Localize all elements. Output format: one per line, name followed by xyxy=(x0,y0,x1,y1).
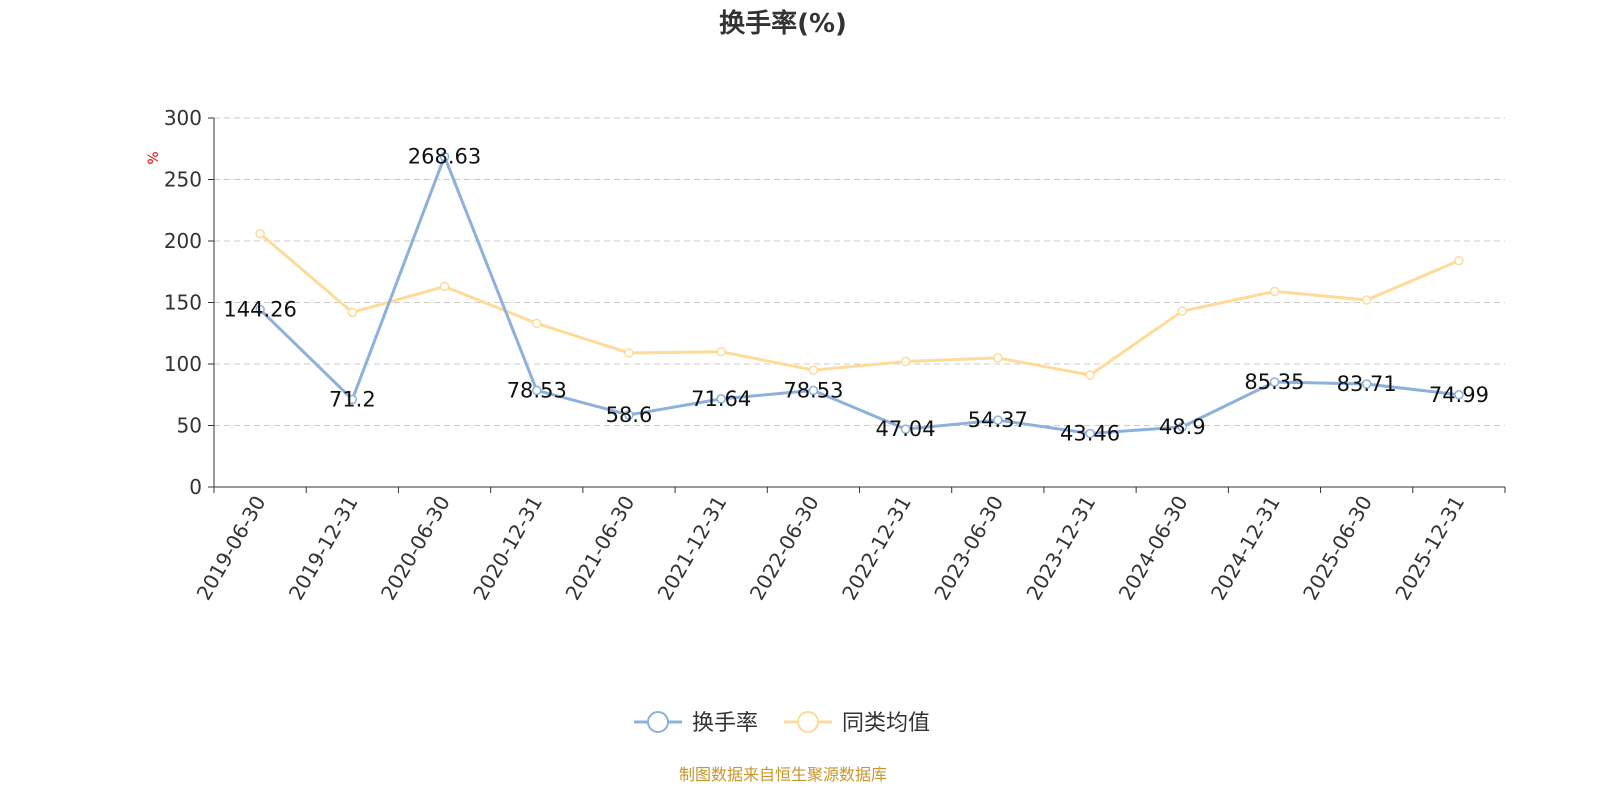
x-tick-label: 2021-12-31 xyxy=(653,492,732,605)
legend-label: 换手率 xyxy=(692,711,758,736)
data-point xyxy=(900,356,911,367)
data-point xyxy=(624,348,634,358)
data-label: 71.2 xyxy=(329,387,376,411)
x-tick-label: 2020-12-31 xyxy=(468,492,547,605)
data-point xyxy=(808,385,819,396)
data-label: 78.53 xyxy=(783,378,843,402)
legend-circle-icon xyxy=(797,711,819,733)
x-tick-label: 2024-06-30 xyxy=(1114,492,1193,605)
data-label: 43.46 xyxy=(1060,422,1120,446)
data-point xyxy=(900,424,911,434)
data-label: 47.04 xyxy=(876,417,936,441)
data-point xyxy=(439,281,450,292)
data-point xyxy=(1269,377,1280,387)
data-point xyxy=(716,346,726,357)
data-point xyxy=(255,304,265,315)
y-axis-label: % xyxy=(146,151,162,164)
x-tick-label: 2023-12-31 xyxy=(1021,492,1100,605)
data-point xyxy=(1085,370,1095,380)
y-tick-label: 200 xyxy=(164,229,202,253)
data-point xyxy=(1177,306,1187,316)
data-point xyxy=(1269,286,1280,297)
legend-circle-icon xyxy=(647,711,669,733)
x-tick-label: 2022-12-31 xyxy=(837,492,916,605)
legend-item-换手率[interactable]: 换手率 xyxy=(634,711,758,736)
legend-item-同类均值[interactable]: 同类均值 xyxy=(784,711,930,736)
y-tick-label: 0 xyxy=(189,475,202,499)
x-tick-label: 2019-06-30 xyxy=(192,492,271,605)
data-point xyxy=(532,318,542,329)
data-point xyxy=(1177,422,1187,432)
data-label: 78.53 xyxy=(507,378,567,402)
data-point xyxy=(624,410,634,420)
data-label: 85.35 xyxy=(1244,370,1304,394)
series-line-同类均值 xyxy=(259,232,1460,377)
y-tick-label: 300 xyxy=(164,106,202,130)
y-tick-label: 100 xyxy=(164,352,202,376)
data-point xyxy=(1454,255,1464,266)
x-tick-label: 2023-06-30 xyxy=(929,492,1008,605)
data-point xyxy=(808,365,819,375)
data-label: 74.99 xyxy=(1429,383,1489,407)
y-tick-label: 250 xyxy=(164,168,202,192)
data-point xyxy=(255,228,265,239)
data-label: 83.71 xyxy=(1337,372,1397,396)
x-tick-label: 2019-12-31 xyxy=(284,492,363,605)
source-footer: 制图数据来自恒生聚源数据库 xyxy=(679,765,887,784)
data-point xyxy=(347,307,358,318)
data-point xyxy=(1361,295,1372,305)
data-point xyxy=(993,415,1003,425)
data-point xyxy=(532,385,542,396)
data-point xyxy=(1085,428,1095,439)
data-label: 71.64 xyxy=(691,387,751,411)
x-tick-label: 2021-06-30 xyxy=(560,492,639,605)
data-label: 48.9 xyxy=(1159,415,1206,439)
data-label: 144.26 xyxy=(223,298,296,322)
data-label: 54.37 xyxy=(968,408,1028,432)
x-tick-label: 2022-06-30 xyxy=(745,492,824,605)
series-line-换手率 xyxy=(259,152,1460,436)
data-point xyxy=(347,394,358,405)
x-tick-label: 2020-06-30 xyxy=(376,492,455,605)
x-tick-label: 2024-12-31 xyxy=(1206,492,1285,605)
y-tick-label: 150 xyxy=(164,291,202,315)
data-point xyxy=(1454,390,1464,400)
x-tick-label: 2025-06-30 xyxy=(1298,492,1377,605)
y-tick-label: 50 xyxy=(177,414,202,438)
data-point xyxy=(1361,379,1372,389)
chart-title: 换手率(%) xyxy=(719,8,847,39)
data-point xyxy=(439,151,450,162)
data-point xyxy=(993,353,1003,363)
x-tick-label: 2025-12-31 xyxy=(1390,492,1469,605)
data-label: 58.6 xyxy=(606,403,653,427)
data-label: 268.63 xyxy=(408,145,481,169)
data-point xyxy=(716,394,726,404)
legend-label: 同类均值 xyxy=(842,711,930,736)
